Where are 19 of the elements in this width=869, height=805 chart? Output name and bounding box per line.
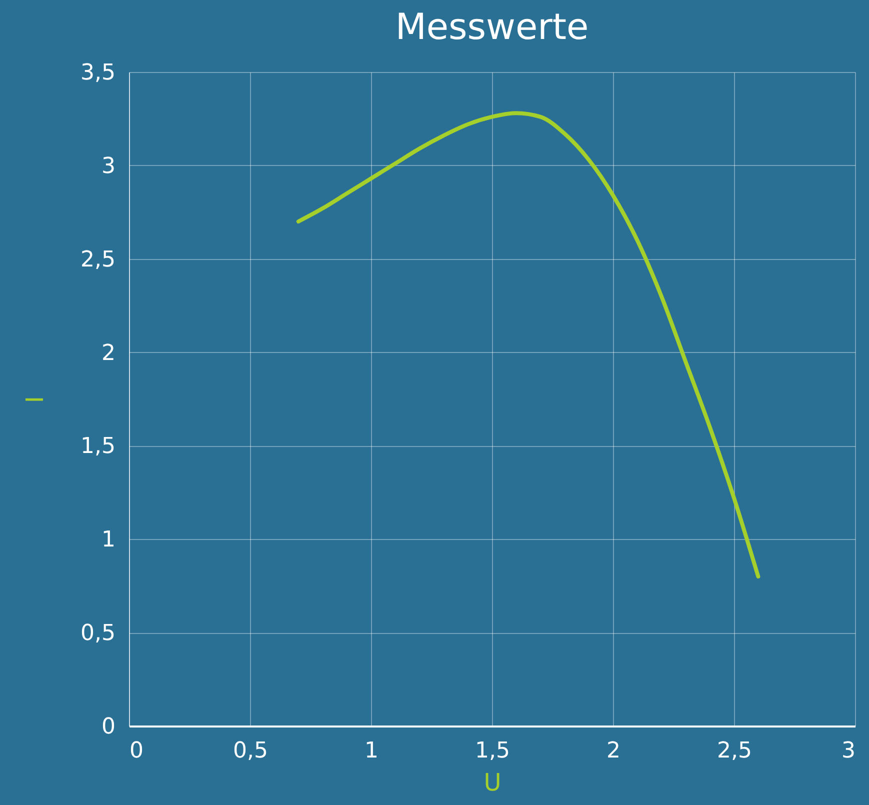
x-tick-label: 2 (606, 738, 620, 764)
y-tick-label: 2,5 (80, 247, 116, 272)
y-tick-label: 3,5 (80, 60, 116, 86)
y-tick-label: 0 (102, 714, 116, 740)
x-tick-label: 1 (364, 738, 378, 764)
y-axis-title: I (20, 396, 48, 404)
chart-title: Messwerte (395, 7, 589, 48)
y-tick-label: 3 (102, 154, 116, 179)
y-tick-label: 1 (102, 528, 116, 553)
line-series (296, 111, 760, 579)
x-axis-title: U (484, 768, 502, 796)
y-tick-label: 0,5 (80, 621, 116, 646)
x-tick-label: 0,5 (233, 738, 268, 764)
y-tick-label: 1,5 (80, 434, 116, 460)
x-tick-label: 3 (842, 738, 856, 764)
x-tick-label: 1,5 (475, 738, 510, 764)
x-tick-label: 0 (130, 738, 144, 764)
y-tick-label: 2 (102, 340, 116, 366)
x-tick-label: 2,5 (717, 738, 752, 764)
